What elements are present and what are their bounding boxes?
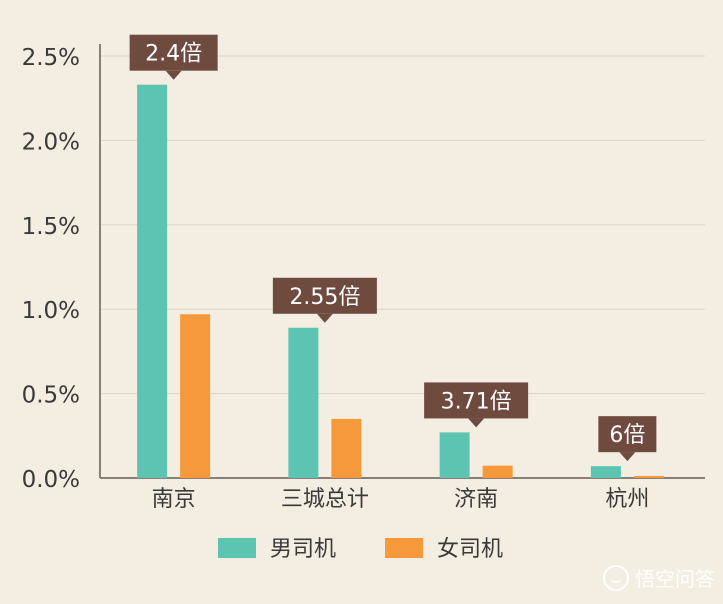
ratio-callout-box [598, 416, 657, 453]
ratio-label: 2.55倍 [289, 285, 360, 310]
bar-男司机-济南 [439, 432, 470, 478]
ratio-callout-pointer [619, 452, 636, 462]
bar-女司机-杭州 [633, 475, 664, 478]
legend-label: 男司机 [270, 537, 336, 562]
ratio-callout-box [272, 277, 377, 314]
x-tick-label: 济南 [454, 487, 498, 512]
y-tick-label: 0.0% [22, 467, 80, 493]
y-tick-label: 1.0% [22, 298, 80, 324]
ratio-callout-box [424, 382, 529, 419]
watermark-text: 悟空问答 [635, 567, 715, 591]
ratio-callout-pointer [316, 313, 333, 323]
bar-女司机-南京 [180, 314, 211, 478]
bar-男司机-三城总计 [288, 327, 319, 478]
ratio-callout-pointer [468, 418, 485, 428]
watermark: 悟空问答 [603, 563, 715, 592]
y-tick-label: 1.5% [22, 214, 80, 240]
bar-男司机-南京 [137, 84, 168, 479]
ratio-label: 2.4倍 [145, 42, 202, 67]
x-tick-label: 南京 [152, 487, 196, 512]
legend-swatch [385, 538, 423, 558]
y-tick-label: 0.5% [22, 383, 80, 409]
bar-男司机-杭州 [590, 466, 621, 478]
bar-女司机-济南 [482, 465, 513, 478]
legend-label: 女司机 [437, 537, 503, 562]
ratio-label: 6倍 [609, 423, 645, 448]
wukong-logo-icon [603, 564, 629, 591]
ratio-label: 3.71倍 [441, 389, 512, 414]
y-tick-label: 2.5% [22, 45, 80, 71]
y-tick-label: 2.0% [22, 129, 80, 155]
ratio-callout-pointer [165, 70, 182, 80]
x-tick-label: 三城总计 [281, 487, 369, 512]
ratio-callout-box [129, 34, 218, 71]
bar-女司机-三城总计 [331, 418, 362, 478]
x-tick-label: 杭州 [605, 487, 649, 512]
legend-swatch [218, 538, 256, 558]
